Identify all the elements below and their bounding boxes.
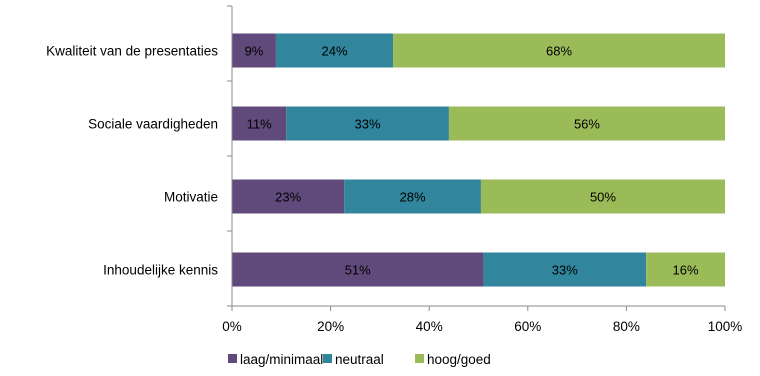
data-label: 9% bbox=[245, 44, 264, 59]
category-label: Kwaliteit van de presentaties bbox=[46, 44, 218, 59]
x-tick-label: 0% bbox=[222, 319, 242, 334]
x-tick-label: 80% bbox=[613, 319, 640, 334]
data-label: 23% bbox=[275, 190, 301, 205]
data-label: 50% bbox=[590, 190, 616, 205]
legend-label-3: hoog/goed bbox=[427, 352, 491, 367]
legend-swatch-2 bbox=[323, 354, 332, 363]
data-label: 56% bbox=[574, 117, 600, 132]
data-label: 68% bbox=[546, 44, 572, 59]
data-label: 28% bbox=[400, 190, 426, 205]
bar-1-1 bbox=[232, 33, 276, 68]
legend: laag/minimaal neutraal hoog/goed bbox=[228, 352, 491, 367]
data-label: 51% bbox=[345, 263, 371, 278]
bar-2-2 bbox=[286, 106, 449, 141]
data-label: 11% bbox=[247, 117, 272, 132]
data-label: 33% bbox=[355, 117, 381, 132]
bar-3-4 bbox=[646, 252, 725, 287]
plot-area: 9% 24% 68% 11% 33% 56% 23% 28% 50% 51% 33% 16% bbox=[232, 33, 725, 287]
category-label: Sociale vaardigheden bbox=[88, 117, 218, 132]
legend-label-2: neutraal bbox=[335, 352, 384, 367]
legend-swatch-1 bbox=[228, 354, 237, 363]
legend-swatch-3 bbox=[415, 354, 424, 363]
category-label: Motivatie bbox=[164, 190, 218, 205]
data-label: 24% bbox=[321, 44, 347, 59]
x-tick-label: 60% bbox=[514, 319, 541, 334]
legend-label-1: laag/minimaal bbox=[240, 352, 323, 367]
bar-2-4 bbox=[483, 252, 647, 287]
data-label: 33% bbox=[552, 263, 578, 278]
x-tick-label: 20% bbox=[317, 319, 344, 334]
bar-2-3 bbox=[344, 179, 481, 214]
bar-1-4 bbox=[232, 252, 484, 287]
bar-3-1 bbox=[393, 33, 725, 68]
x-tick-label: 100% bbox=[708, 319, 743, 334]
x-tick-label: 40% bbox=[416, 319, 443, 334]
axes: Kwaliteit van de presentaties Sociale vaa… bbox=[46, 5, 743, 334]
bar-3-3 bbox=[480, 179, 725, 214]
bar-1-2 bbox=[232, 106, 287, 141]
category-label: Inhoudelijke kennis bbox=[103, 263, 218, 278]
bar-1-3 bbox=[232, 179, 345, 214]
data-label: 16% bbox=[673, 263, 699, 278]
bar-3-2 bbox=[448, 106, 725, 141]
bar-2-1 bbox=[275, 33, 394, 68]
